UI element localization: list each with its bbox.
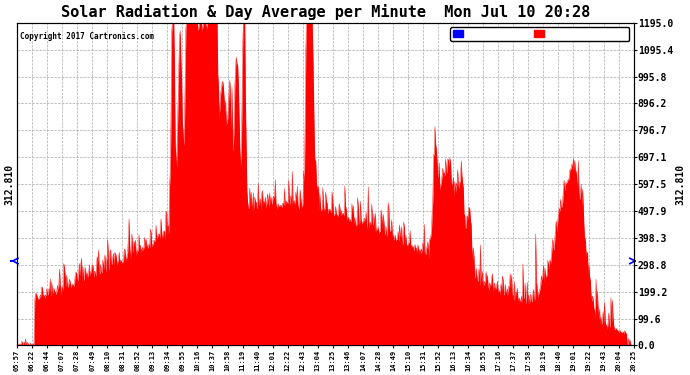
Legend: Median (w/m2), Radiation (w/m2): Median (w/m2), Radiation (w/m2) [451,27,629,41]
Text: Copyright 2017 Cartronics.com: Copyright 2017 Cartronics.com [20,32,154,41]
Title: Solar Radiation & Day Average per Minute  Mon Jul 10 20:28: Solar Radiation & Day Average per Minute… [61,4,590,20]
Y-axis label: 312.810: 312.810 [676,164,686,205]
Y-axis label: 312.810: 312.810 [4,164,14,205]
